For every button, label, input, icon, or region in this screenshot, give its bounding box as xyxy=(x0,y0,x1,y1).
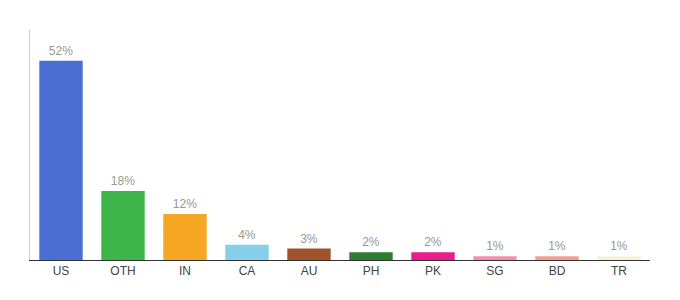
svg-text:2%: 2% xyxy=(424,235,442,249)
svg-text:OTH: OTH xyxy=(110,264,135,278)
svg-text:CA: CA xyxy=(239,264,256,278)
svg-text:1%: 1% xyxy=(610,239,628,253)
svg-text:12%: 12% xyxy=(173,197,197,211)
svg-text:TR: TR xyxy=(611,264,627,278)
svg-text:PH: PH xyxy=(363,264,380,278)
svg-text:PK: PK xyxy=(425,264,441,278)
svg-text:IN: IN xyxy=(179,264,191,278)
svg-text:4%: 4% xyxy=(238,228,256,242)
svg-text:2%: 2% xyxy=(362,235,380,249)
svg-text:52%: 52% xyxy=(49,44,73,58)
svg-text:18%: 18% xyxy=(111,174,135,188)
svg-text:AU: AU xyxy=(301,264,318,278)
svg-text:BD: BD xyxy=(549,264,566,278)
svg-text:1%: 1% xyxy=(486,239,504,253)
svg-text:1%: 1% xyxy=(548,239,566,253)
svg-text:3%: 3% xyxy=(300,232,318,246)
svg-text:SG: SG xyxy=(486,264,503,278)
svg-text:US: US xyxy=(53,264,70,278)
